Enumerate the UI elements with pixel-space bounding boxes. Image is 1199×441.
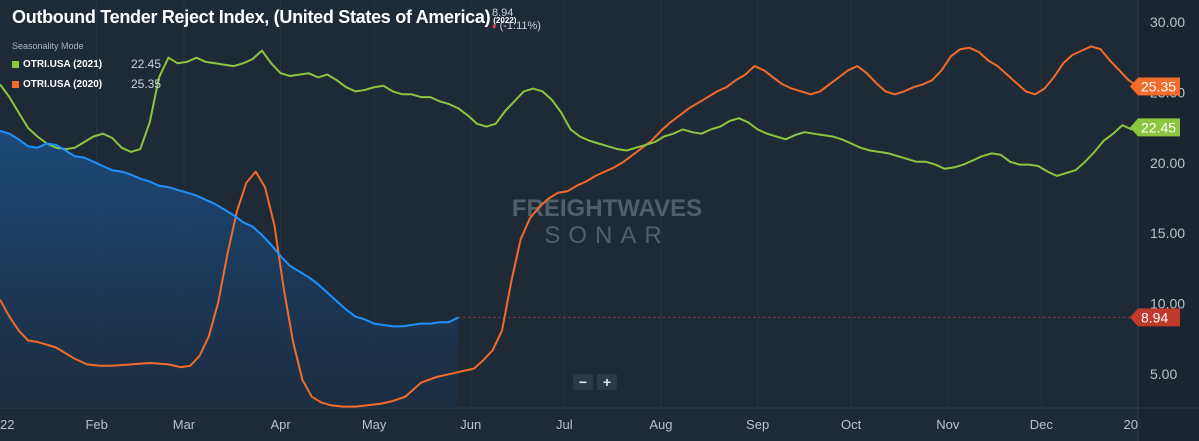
x-tick-label: 20: [1124, 417, 1138, 432]
legend-name: OTRI.USA (2020): [23, 78, 103, 90]
series-line-2020[interactable]: [0, 45, 1139, 408]
y-tick-label: 30.00: [1150, 14, 1185, 30]
x-tick-label: Nov: [936, 417, 960, 432]
x-tick-label: Sep: [746, 417, 769, 432]
x-tick-label: Jul: [556, 417, 573, 432]
x-tick-label: Aug: [649, 417, 672, 432]
legend-name: OTRI.USA (2021): [23, 58, 103, 70]
legend-value: 25.35: [131, 77, 162, 91]
x-tick-label: Jun: [460, 417, 481, 432]
chart-title: Outbound Tender Reject Index, (United St…: [12, 7, 491, 27]
legend-item-2020[interactable]: OTRI.USA (2020) 25.35: [12, 74, 161, 94]
end-tag-2022: [1130, 308, 1180, 327]
legend-item-2021[interactable]: OTRI.USA (2021) 22.45: [12, 54, 161, 74]
x-tick-label: 22: [0, 417, 14, 432]
x-tick-label: Mar: [173, 417, 196, 432]
current-value: 8.94: [492, 7, 514, 19]
x-tick-label: Apr: [270, 417, 291, 432]
zoom-in-button[interactable]: +: [597, 374, 617, 390]
end-tag-2021-label: 22.45: [1141, 119, 1176, 135]
y-tick-label: 20.00: [1150, 155, 1185, 171]
end-tag-2020: [1130, 77, 1180, 96]
area-2022: [0, 130, 459, 409]
end-tag-2022-label: 8.94: [1141, 309, 1168, 325]
series-line-2021[interactable]: [0, 49, 1139, 177]
y-tick-label: 15.00: [1150, 225, 1185, 241]
y-axis-panel: [1138, 0, 1199, 441]
legend-swatch-2020: [12, 80, 19, 88]
x-tick-label: Dec: [1030, 417, 1054, 432]
change-value: (-1.11%): [499, 20, 541, 32]
x-tick-label: Oct: [841, 417, 862, 432]
down-dot-icon: ♦: [492, 21, 497, 31]
legend-swatch-2021: [12, 60, 19, 68]
seasonality-mode-label: Seasonality Mode: [12, 41, 84, 51]
watermark-brand: FREIGHTWAVES: [512, 195, 702, 222]
legend-value: 22.45: [131, 57, 162, 71]
zoom-out-button[interactable]: −: [573, 374, 593, 390]
title-block: Outbound Tender Reject Index, (United St…: [12, 7, 516, 28]
legend: OTRI.USA (2021) 22.45 OTRI.USA (2020) 25…: [12, 54, 161, 94]
end-tag-2020-label: 25.35: [1141, 79, 1176, 95]
y-tick-label: 5.00: [1150, 366, 1177, 382]
series-line-2022[interactable]: [0, 129, 459, 328]
x-tick-label: May: [362, 417, 387, 432]
y-tick-label: 10.00: [1150, 295, 1185, 311]
x-tick-label: Feb: [85, 417, 107, 432]
title-year: (2022): [493, 16, 517, 25]
change-indicator: ♦ (-1.11%): [492, 20, 541, 32]
watermark-product: SONAR: [544, 222, 669, 249]
end-tag-2021: [1130, 118, 1180, 137]
